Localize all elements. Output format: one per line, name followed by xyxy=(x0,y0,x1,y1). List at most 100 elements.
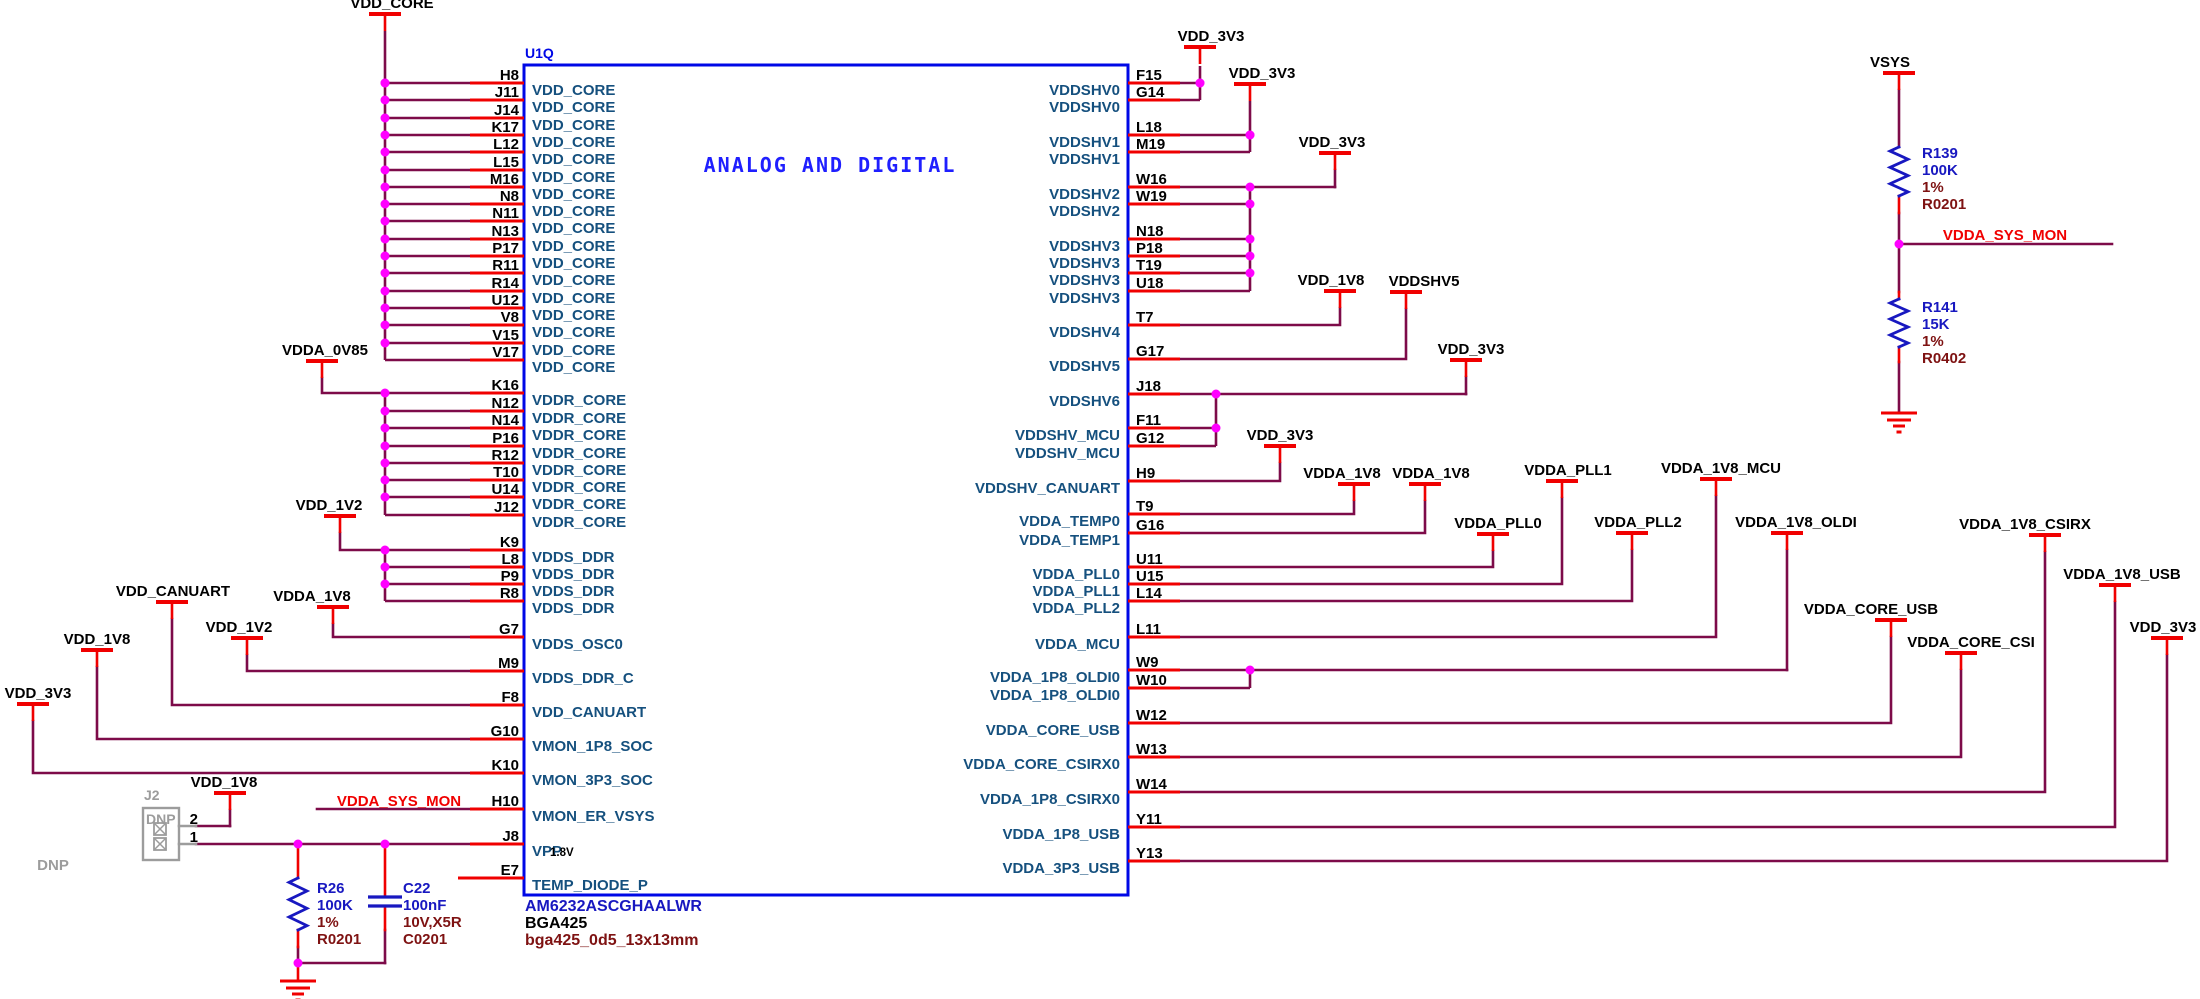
power-net-label: VDD_3V3 xyxy=(1229,65,1296,82)
pin-name: VDD_CORE xyxy=(532,255,615,272)
power-flag-VDDA_1V8_MCU[interactable]: VDDA_1V8_MCU xyxy=(1661,460,1781,496)
junction-dot xyxy=(380,199,390,209)
power-flag-VDD_1V8[interactable]: VDD_1V8 xyxy=(1298,272,1365,308)
power-net-label: VDD_1V2 xyxy=(206,619,273,636)
pin-number: G14 xyxy=(1136,84,1165,101)
junction-dot xyxy=(380,130,390,140)
connector-pin-x-icon xyxy=(153,837,167,851)
power-flag-VDDA_1V8_USB[interactable]: VDDA_1V8_USB xyxy=(2063,566,2181,602)
chip-package: BGA425 xyxy=(525,915,587,932)
pin-number: H8 xyxy=(500,67,519,84)
power-flag-VDD_3V3[interactable]: VDD_3V3 xyxy=(1178,28,1245,64)
pin-number: N12 xyxy=(491,395,519,412)
pin-name: VDDSHV2 xyxy=(1049,186,1120,203)
pin-right-T7: T7 VDDSHV4 xyxy=(1049,309,1180,341)
pin-right-Y11: Y11 VDDA_1P8_USB xyxy=(1002,811,1180,843)
pin-left-H10: H10 VMON_ER_VSYS xyxy=(470,793,655,825)
pin-number: M19 xyxy=(1136,136,1165,153)
junction-dot xyxy=(380,388,390,398)
power-flag-VDDA_PLL2[interactable]: VDDA_PLL2 xyxy=(1594,514,1682,550)
pin-right-G12: G12 VDDSHV_MCU xyxy=(1015,430,1180,462)
power-flag-VDDA_CORE_USB[interactable]: VDDA_CORE_USB xyxy=(1804,601,1938,637)
power-flag-VDD_3V3[interactable]: VDD_3V3 xyxy=(5,685,72,721)
power-flag-VDD_3V3[interactable]: VDD_3V3 xyxy=(1299,134,1366,170)
pin-left-V15: V15 VDD_CORE xyxy=(470,327,615,359)
pin-number: J12 xyxy=(494,499,519,516)
ground-symbol-icon xyxy=(1881,411,1917,434)
power-flag-VDDA_CORE_CSI[interactable]: VDDA_CORE_CSI xyxy=(1907,634,2035,670)
pin-left-H8: H8 VDD_CORE xyxy=(470,67,615,99)
connector-J2[interactable]: 21 xyxy=(141,806,198,862)
power-flag-VDD_1V2[interactable]: VDD_1V2 xyxy=(296,497,363,533)
power-flag-VDDA_PLL1[interactable]: VDDA_PLL1 xyxy=(1524,462,1612,498)
power-flag-VDD_CANUART[interactable]: VDD_CANUART xyxy=(116,583,230,619)
pin-left-K17: K17 VDD_CORE xyxy=(470,119,615,151)
power-flag-VDD_3V3[interactable]: VDD_3V3 xyxy=(1438,341,1505,377)
pin-name: VMON_1P8_SOC xyxy=(532,738,653,755)
pin-number: Y11 xyxy=(1136,811,1162,828)
power-net-label: VDDA_PLL1 xyxy=(1524,462,1612,479)
power-net-label: VDD_3V3 xyxy=(5,685,72,702)
power-flag-VDDA_0V85[interactable]: VDDA_0V85 xyxy=(282,342,368,378)
connector-refdes[interactable]: J2 xyxy=(144,787,160,803)
chip-U1Q[interactable]: H8 VDD_CORE J11 VDD_CORE J14 VDD_CORE K17 VDD_C… xyxy=(458,63,1180,897)
junction-dot xyxy=(1245,234,1255,244)
pin-right-W14: W14 VDDA_1P8_CSIRX0 xyxy=(980,776,1180,808)
pin-name: VDDSHV1 xyxy=(1049,134,1120,151)
pin-left-N8: N8 VDD_CORE xyxy=(470,188,615,220)
pin-left-J11: J11 VDD_CORE xyxy=(470,84,615,116)
power-flag-VDD_1V2[interactable]: VDD_1V2 xyxy=(206,619,273,655)
junction-dot xyxy=(380,458,390,468)
bus-6 xyxy=(1180,389,1221,448)
pin-right-J18: J18 VDDSHV6 xyxy=(1049,378,1180,410)
power-flag-VDD_3V3[interactable]: VDD_3V3 xyxy=(1247,427,1314,463)
power-flag-VDDA_1V8[interactable]: VDDA_1V8 xyxy=(1303,465,1381,501)
power-flag-VDDA_1V8_CSIRX[interactable]: VDDA_1V8_CSIRX xyxy=(1959,516,2091,552)
pin-number: H9 xyxy=(1136,465,1155,482)
pin-right-T9: T9 VDDA_TEMP0 xyxy=(1019,498,1180,530)
chip-part-number: AM6232ASCGHAALWR xyxy=(525,898,702,915)
pin-name: VDDR_CORE xyxy=(532,496,626,513)
power-flag-VDDA_PLL0[interactable]: VDDA_PLL0 xyxy=(1454,515,1542,551)
connector-pin-number: 1 xyxy=(190,829,198,846)
junction-dot xyxy=(380,286,390,296)
pin-number: Y13 xyxy=(1136,845,1163,862)
pin-name: VDDSHV1 xyxy=(1049,151,1120,168)
pin-number: M16 xyxy=(490,171,519,188)
resistor-tolerance: 1% xyxy=(1922,179,1944,196)
pin-number: M9 xyxy=(498,655,519,672)
net-wire xyxy=(1178,307,1408,361)
resistor-footprint: R0201 xyxy=(317,931,361,948)
pin-number: J8 xyxy=(502,828,519,845)
power-net-label: VDDA_1V8_USB xyxy=(2063,566,2181,583)
pin-number: P9 xyxy=(501,568,519,585)
power-flag-VDD_CORE[interactable]: VDD_CORE xyxy=(350,0,434,31)
power-flag-VDDA_1V8_OLDI[interactable]: VDDA_1V8_OLDI xyxy=(1735,514,1857,550)
power-flag-VDD_1V8[interactable]: VDD_1V8 xyxy=(64,631,131,667)
pin-name: VDDSHV_MCU xyxy=(1015,427,1120,444)
connector-body[interactable] xyxy=(141,806,181,862)
bus-3 xyxy=(1180,66,1205,102)
power-flag-VDDA_1V8[interactable]: VDDA_1V8 xyxy=(273,588,351,624)
power-net-label: VDDA_1V8_CSIRX xyxy=(1959,516,2091,533)
power-flag-VDD_3V3[interactable]: VDD_3V3 xyxy=(1229,65,1296,101)
chip-refdes[interactable]: U1Q xyxy=(525,45,554,61)
power-flag-VSYS[interactable]: VSYS xyxy=(1870,54,1915,90)
power-flag-VDD_1V8[interactable]: VDD_1V8 xyxy=(191,774,258,810)
power-flag-VDD_3V3[interactable]: VDD_3V3 xyxy=(2130,619,2197,655)
pin-name: VDDS_DDR xyxy=(532,566,615,583)
power-flag-VDDSHV5[interactable]: VDDSHV5 xyxy=(1389,273,1460,309)
pin-right-L11: L11 VDDA_MCU xyxy=(1035,621,1180,653)
net-label-vdda-sys-mon[interactable]: VDDA_SYS_MON xyxy=(337,793,461,810)
power-flag-VDDA_1V8[interactable]: VDDA_1V8 xyxy=(1392,465,1470,501)
pin-name: TEMP_DIODE_P xyxy=(532,877,648,894)
net-label-vdda-sys-mon[interactable]: VDDA_SYS_MON xyxy=(1943,227,2067,244)
pin-left-G7: G7 VDDS_OSC0 xyxy=(470,621,623,653)
pin-name: VDDA_MCU xyxy=(1035,636,1120,653)
